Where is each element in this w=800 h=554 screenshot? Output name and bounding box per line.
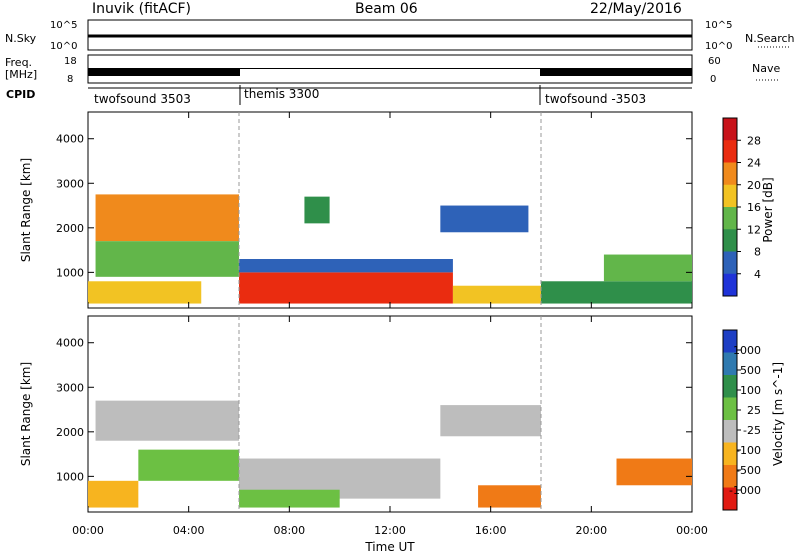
nsky-tick-bottom: 10^0 bbox=[50, 41, 77, 52]
power-colorbar-label: Power [dB] bbox=[761, 177, 775, 242]
velocity-colorbar-swatch bbox=[723, 375, 737, 398]
power-colorbar-tick-label: 8 bbox=[754, 246, 761, 259]
velocity-echo-region bbox=[95, 400, 239, 441]
power-echo-region bbox=[304, 196, 330, 224]
velocity-colorbar-label: Velocity [m s^-1] bbox=[771, 362, 785, 466]
power-echo-region bbox=[239, 259, 453, 273]
freq-label: Freq. bbox=[5, 56, 32, 69]
velocity-ytick-label: 3000 bbox=[56, 381, 84, 394]
xtick-label: 00:00 bbox=[676, 524, 708, 537]
power-colorbar-swatch bbox=[723, 140, 737, 163]
power-colorbar-tick-label: 12 bbox=[747, 223, 761, 236]
power-colorbar-swatch bbox=[723, 273, 737, 297]
power-colorbar-tick-label: 28 bbox=[747, 134, 761, 147]
power-ytick-label: 3000 bbox=[56, 177, 84, 190]
station-title: Inuvik (fitACF) bbox=[92, 1, 191, 17]
velocity-echo-region bbox=[616, 458, 692, 486]
velocity-ytick-label: 4000 bbox=[56, 337, 84, 350]
velocity-colorbar-tick-label: -25 bbox=[743, 424, 761, 437]
velocity-echo-region bbox=[440, 405, 541, 437]
beam-title: Beam 06 bbox=[355, 1, 418, 17]
nave-tick-top: 60 bbox=[708, 56, 721, 67]
power-colorbar-swatch bbox=[723, 251, 737, 275]
velocity-ytick-label: 1000 bbox=[56, 470, 84, 483]
power-echo-region bbox=[440, 205, 529, 233]
velocity-colorbar-swatch bbox=[723, 442, 737, 466]
power-colorbar-swatch bbox=[723, 207, 737, 230]
cpid-mode-3: twofsound -3503 bbox=[545, 92, 646, 106]
power-colorbar-swatch bbox=[723, 118, 737, 141]
nave-tick-bottom: 0 bbox=[710, 74, 716, 85]
velocity-ytick-label: 2000 bbox=[56, 426, 84, 439]
velocity-colorbar-swatch bbox=[723, 330, 737, 353]
xtick-label: 00:00 bbox=[72, 524, 104, 537]
power-colorbar-tick-label: 16 bbox=[747, 201, 761, 214]
nsearch-tick-bottom: 10^0 bbox=[705, 41, 732, 52]
freq-trace-3 bbox=[540, 68, 692, 76]
nsearch-label: N.Search bbox=[745, 32, 795, 45]
power-echo-region bbox=[603, 254, 692, 282]
power-panel: 1000 2000 3000 4000 Slant Range [km] bbox=[19, 111, 693, 309]
power-colorbar-swatch bbox=[723, 162, 737, 186]
cpid-mode-1: twofsound 3503 bbox=[94, 92, 191, 106]
freq-trace-2 bbox=[240, 68, 540, 69]
velocity-colorbar-tick-label: 100 bbox=[740, 384, 761, 397]
power-ytick-label: 1000 bbox=[56, 266, 84, 279]
nave-label: Nave bbox=[752, 62, 780, 75]
power-echo-region bbox=[88, 281, 202, 304]
freq-trace-1 bbox=[88, 68, 240, 76]
velocity-echo-region bbox=[239, 489, 340, 508]
velocity-colorbar-swatch bbox=[723, 465, 737, 488]
velocity-ylabel: Slant Range [km] bbox=[19, 362, 33, 466]
xaxis-label: Time UT bbox=[364, 540, 415, 554]
power-colorbar: 4 8 12 16 20 24 28 bbox=[722, 117, 761, 297]
velocity-colorbar-tick-label: 25 bbox=[747, 404, 761, 417]
velocity-colorbar-tick-label: -1000 bbox=[729, 484, 761, 497]
xtick-label: 04:00 bbox=[173, 524, 205, 537]
velocity-colorbar-swatch bbox=[723, 487, 737, 511]
power-colorbar-tick-label: 4 bbox=[754, 268, 761, 281]
power-echo-region bbox=[95, 241, 239, 277]
xtick-label: 20:00 bbox=[575, 524, 607, 537]
xtick-label: 08:00 bbox=[273, 524, 305, 537]
power-echo-region bbox=[95, 194, 239, 242]
velocity-colorbar-tick-label: 1000 bbox=[733, 344, 761, 357]
power-echo-region bbox=[239, 272, 453, 304]
freq-tick-bottom: 8 bbox=[67, 74, 73, 85]
power-ylabel: Slant Range [km] bbox=[19, 158, 33, 262]
velocity-colorbar-swatch bbox=[723, 352, 737, 376]
velocity-colorbar-tick-label: 500 bbox=[740, 364, 761, 377]
power-echo-region bbox=[452, 285, 541, 304]
velocity-colorbar: 1000 500 100 25 -25 -100 -500 -1000 bbox=[722, 329, 761, 511]
velocity-colorbar-tick-label: -100 bbox=[736, 444, 761, 457]
cpid-label: CPID bbox=[6, 88, 35, 101]
power-ytick-label: 2000 bbox=[56, 222, 84, 235]
nsky-tick-top: 10^5 bbox=[50, 20, 77, 31]
velocity-panel: 1000 2000 3000 4000 Slant Range [km] bbox=[19, 315, 693, 513]
velocity-echo-region bbox=[138, 449, 239, 481]
velocity-colorbar-swatch bbox=[723, 420, 737, 443]
velocity-colorbar-frame bbox=[722, 329, 738, 511]
xtick-label: 12:00 bbox=[374, 524, 406, 537]
power-colorbar-swatch bbox=[723, 184, 737, 208]
freq-unit: [MHz] bbox=[5, 68, 37, 81]
velocity-echo-region bbox=[88, 480, 139, 508]
power-colorbar-tick-label: 24 bbox=[747, 157, 761, 170]
velocity-colorbar-tick-label: -500 bbox=[736, 464, 761, 477]
power-colorbar-tick-label: 20 bbox=[747, 179, 761, 192]
xtick-label: 16:00 bbox=[475, 524, 507, 537]
power-echo-region bbox=[541, 281, 692, 304]
freq-tick-top: 18 bbox=[64, 56, 77, 67]
cpid-mode-2: themis 3300 bbox=[244, 87, 319, 101]
date-title: 22/May/2016 bbox=[590, 1, 682, 17]
power-colorbar-swatch bbox=[723, 229, 737, 252]
nsky-label: N.Sky bbox=[5, 32, 37, 45]
velocity-echo-region bbox=[478, 485, 541, 508]
power-ytick-label: 4000 bbox=[56, 133, 84, 146]
velocity-colorbar-swatch bbox=[723, 397, 737, 421]
nsearch-tick-top: 10^5 bbox=[705, 20, 732, 31]
